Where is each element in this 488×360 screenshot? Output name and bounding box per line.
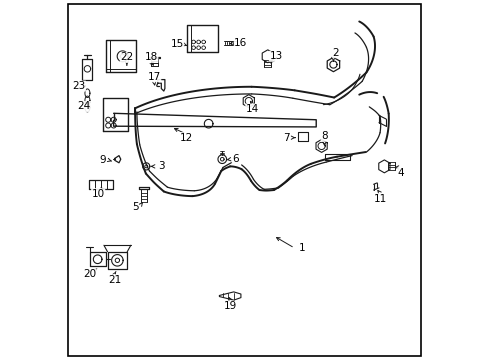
Text: 22: 22 (120, 52, 133, 62)
Text: 10: 10 (91, 189, 104, 199)
Text: 3: 3 (158, 161, 164, 171)
Text: 8: 8 (321, 131, 327, 141)
Text: 11: 11 (373, 194, 386, 204)
Text: 13: 13 (269, 51, 282, 61)
Text: 2: 2 (332, 48, 339, 58)
Text: 23: 23 (72, 81, 85, 91)
Text: 18: 18 (144, 52, 158, 62)
Text: 19: 19 (224, 301, 237, 311)
Text: 21: 21 (108, 275, 121, 285)
Text: 6: 6 (232, 154, 238, 164)
Text: 7: 7 (283, 133, 289, 143)
Text: 5: 5 (132, 202, 138, 212)
Text: 17: 17 (147, 72, 161, 82)
Text: 15: 15 (170, 40, 183, 49)
Text: 4: 4 (396, 168, 403, 178)
Text: 14: 14 (245, 104, 259, 114)
Text: 20: 20 (83, 269, 96, 279)
Text: 1: 1 (298, 243, 305, 253)
Text: 24: 24 (77, 102, 90, 112)
Text: 16: 16 (234, 38, 247, 48)
Text: 12: 12 (180, 133, 193, 143)
Text: 9: 9 (100, 155, 106, 165)
